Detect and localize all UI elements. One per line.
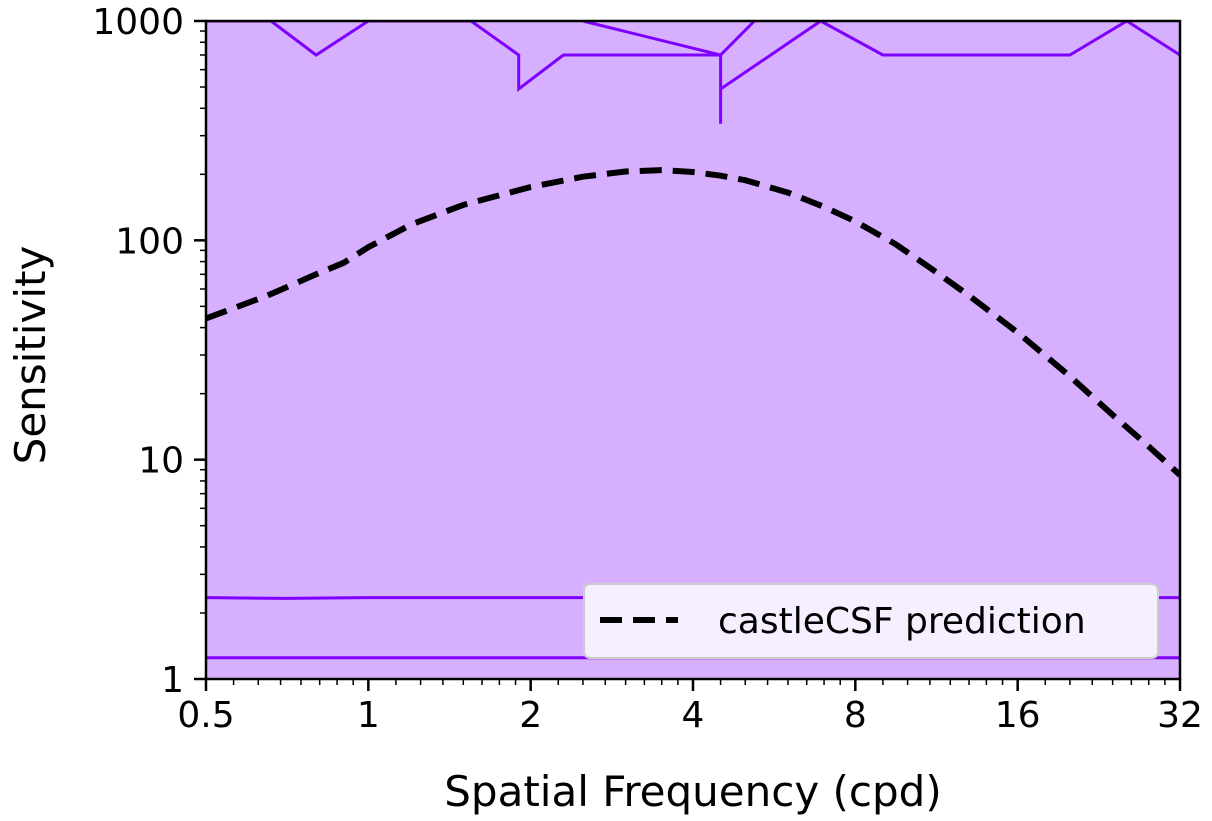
- legend: castleCSF prediction: [583, 583, 1159, 659]
- prediction-line: [206, 167, 1180, 478]
- x-tick-label: 8: [844, 695, 867, 736]
- y-axis-ticks: 1 10 100 1000: [92, 2, 206, 701]
- contour-line-2: [582, 21, 1180, 124]
- plot-frame: [204, 19, 1182, 681]
- y-tick-label: 1: [161, 660, 184, 701]
- prediction-series: [206, 167, 1180, 478]
- x-tick-label: 16: [995, 695, 1041, 736]
- x-tick-label: 0.5: [177, 695, 234, 736]
- x-tick-label: 4: [682, 695, 705, 736]
- x-axis-title: Spatial Frequency (cpd): [444, 767, 941, 816]
- contour-line-1: [206, 21, 756, 93]
- legend-label: castleCSF prediction: [718, 601, 1086, 642]
- y-tick-label: 1000: [92, 2, 184, 43]
- x-tick-label: 1: [357, 695, 380, 736]
- x-axis-ticks: 0.5 1 2 4 8 16 32: [177, 679, 1203, 736]
- y-tick-label: 10: [138, 441, 184, 482]
- y-axis-title: Sensitivity: [6, 246, 55, 465]
- x-tick-label: 32: [1157, 695, 1203, 736]
- x-tick-label: 2: [519, 695, 542, 736]
- plot-area-fill: [206, 21, 1180, 679]
- legend-box: [583, 583, 1159, 659]
- y-tick-label: 100: [115, 221, 184, 262]
